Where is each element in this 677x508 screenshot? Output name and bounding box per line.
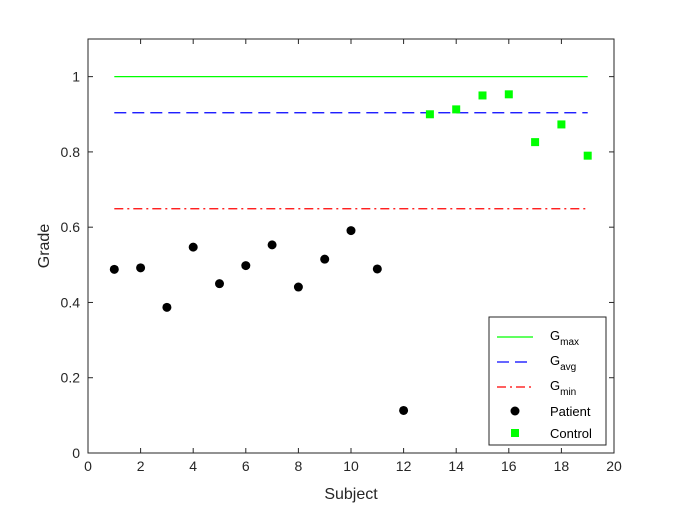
- legend-label-subscript: min: [560, 387, 576, 398]
- patient-point: [241, 261, 251, 271]
- legend-label: Gavg: [550, 353, 576, 373]
- y-tick-label: 0.4: [61, 294, 81, 310]
- patient-point: [109, 264, 119, 274]
- patient-point: [399, 405, 409, 415]
- x-tick-label: 18: [554, 458, 570, 474]
- legend-entry: Gmin: [497, 378, 576, 398]
- legend-entry: Patient: [510, 404, 591, 419]
- x-tick-label: 0: [84, 458, 92, 474]
- control-point: [557, 120, 566, 129]
- legend-label-base: G: [550, 353, 560, 368]
- legend-entry: Gmax: [497, 328, 579, 348]
- patient-point: [136, 263, 146, 273]
- control-point: [583, 151, 592, 160]
- y-axis-label: Grade: [36, 224, 53, 269]
- legend-entry: Gavg: [497, 353, 576, 373]
- patient-point: [215, 279, 224, 289]
- legend-marker-swatch: [510, 406, 520, 416]
- patient-point: [372, 264, 382, 274]
- legend-label: Gmax: [550, 328, 579, 348]
- x-tick-label: 8: [295, 458, 303, 474]
- y-tick-label: 0.6: [61, 219, 81, 235]
- x-axis-label: Subject: [324, 486, 378, 503]
- y-tick-label: 0.8: [61, 144, 81, 160]
- y-axis-ticks: 0 0.2 0.4 0.6 0.8 1: [61, 69, 614, 461]
- control-point: [504, 90, 513, 99]
- patient-point: [267, 240, 277, 250]
- x-tick-label: 6: [242, 458, 250, 474]
- x-tick-label: 12: [396, 458, 412, 474]
- legend-label-base: G: [550, 378, 560, 393]
- y-tick-label: 0.2: [61, 370, 81, 386]
- y-tick-label: 0: [72, 445, 80, 461]
- y-tick-label: 1: [72, 69, 80, 85]
- control-point: [452, 105, 461, 114]
- control-point: [425, 110, 434, 119]
- patient-point: [162, 302, 172, 312]
- x-tick-label: 14: [448, 458, 464, 474]
- x-tick-label: 2: [137, 458, 145, 474]
- reference-lines: [114, 76, 588, 210]
- legend-label-subscript: avg: [560, 362, 576, 373]
- x-tick-label: 20: [606, 458, 622, 474]
- legend-label-subscript: max: [560, 337, 579, 348]
- patient-point: [188, 242, 198, 252]
- legend-label: Patient: [550, 404, 591, 419]
- legend-marker-swatch: [511, 429, 519, 437]
- legend-entry: Control: [511, 426, 592, 441]
- x-tick-label: 4: [189, 458, 197, 474]
- legend-label: Gmin: [550, 378, 576, 398]
- patient-point: [293, 282, 303, 292]
- legend-label: Control: [550, 426, 592, 441]
- control-point: [531, 138, 540, 147]
- control-point: [478, 91, 487, 100]
- patient-point: [346, 226, 356, 236]
- x-axis-ticks: 0 2 4 6 8 10 12 14 16 18 20: [84, 39, 622, 474]
- x-tick-label: 10: [343, 458, 359, 474]
- legend-box: [488, 316, 607, 446]
- data-points: [109, 90, 592, 415]
- x-tick-label: 16: [501, 458, 517, 474]
- patient-point: [320, 254, 330, 264]
- legend-label-base: G: [550, 328, 560, 343]
